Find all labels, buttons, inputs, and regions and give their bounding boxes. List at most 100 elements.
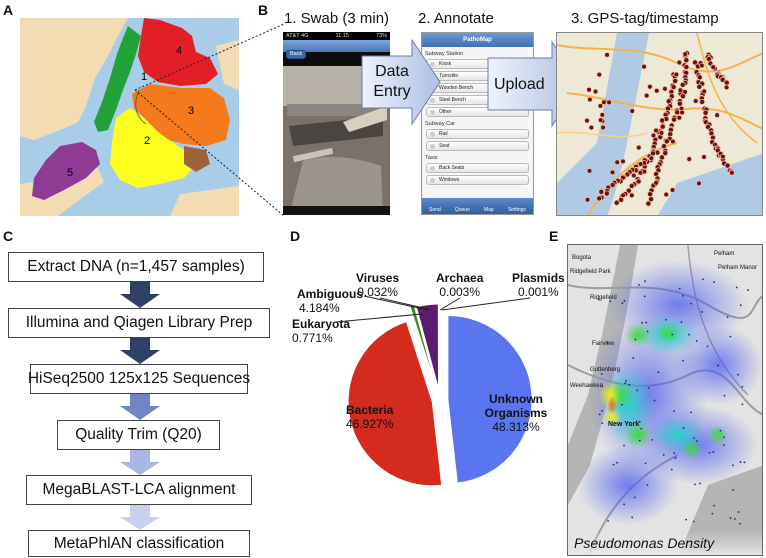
label-unknown-value: 48.313%	[492, 420, 540, 434]
label-bacteria-value: 46.927%	[346, 417, 394, 431]
upload-label: Upload	[494, 76, 545, 93]
place-new-york: New York	[608, 421, 640, 428]
step3-title: 3. GPS-tag/timestamp	[571, 10, 719, 27]
region-bronx	[138, 18, 218, 86]
label-plasmids-value: 0.001%	[518, 285, 559, 299]
label-archaea: Archaea 0.003%	[436, 271, 483, 299]
phone-status-bar: AT&T 4G 11:15 73%	[283, 32, 390, 40]
label-eukaryota-name: Eukaryota	[292, 317, 351, 331]
label-eukaryota-value: 0.771%	[292, 331, 333, 345]
place-weehawken: Weehawken	[570, 383, 603, 389]
density-map: Pelham Pelham Manor Bogota Ridgefield Pa…	[567, 244, 763, 556]
place-guttenberg: Guttenberg	[590, 367, 621, 373]
region-number-4: 4	[176, 45, 182, 57]
label-ambiguous-name: Ambiguous	[297, 287, 363, 301]
data-entry-label: Data Entry	[373, 63, 411, 100]
pipeline-arrow-3	[120, 394, 160, 420]
section-taxis: Taxis	[425, 155, 438, 161]
panel-label-b: B	[258, 2, 269, 18]
density-caption: Pseudomonas Density	[574, 535, 715, 551]
pipeline-step-megablast: MegaBLAST-LCA alignment	[26, 475, 252, 505]
far-rockaway-land	[170, 186, 239, 216]
place-ridgefield: Ridgefield	[590, 295, 617, 301]
tab-queue[interactable]: Queue	[454, 207, 470, 213]
pie-slice-plasmids	[439, 299, 444, 385]
option-seat[interactable]: Seat	[426, 141, 529, 151]
pipeline-step-hiseq: HiSeq2500 125x125 Sequences	[28, 364, 250, 394]
label-archaea-name: Archaea	[436, 271, 484, 285]
pie-slice-bacteria	[347, 321, 443, 487]
place-ridgefield-park: Ridgefield Park	[570, 269, 611, 275]
pipeline-step-quality-trim: Quality Trim (Q20)	[57, 420, 220, 450]
label-plasmids-name: Plasmids	[512, 271, 565, 285]
gps-map	[556, 32, 763, 216]
pipeline-arrow-4	[120, 450, 160, 475]
region-staten-island	[32, 142, 100, 200]
region-queens	[132, 84, 230, 146]
back-button[interactable]: Back	[286, 50, 307, 59]
step2-title: 2. Annotate	[418, 10, 494, 27]
option-rail[interactable]: Rail	[426, 129, 529, 139]
long-island-land	[216, 40, 239, 90]
region-number-5: 5	[67, 167, 73, 179]
region-brooklyn	[110, 108, 194, 188]
pipeline-step-library-prep: Illumina and Qiagen Library Prep	[8, 308, 270, 338]
carrier-text: AT&T 4G	[286, 33, 309, 39]
region-number-3: 3	[188, 105, 194, 117]
pie-chart	[347, 299, 533, 487]
place-pelham-manor: Pelham Manor	[718, 265, 758, 271]
data-entry-arrow	[361, 38, 441, 126]
nj-south-land	[20, 168, 104, 216]
region-number-2: 2	[144, 135, 150, 147]
app-title-bar: PathoMap	[422, 33, 533, 47]
pipeline-arrow-5	[120, 505, 160, 530]
place-fairview: Fairview	[592, 341, 615, 347]
label-bacteria: Bacteria 46.927%	[346, 403, 393, 431]
new-jersey-land	[20, 18, 128, 140]
panel-label-c: C	[3, 228, 14, 244]
label-unknown: Unknown Organisms 48.313%	[476, 392, 556, 434]
label-viruses: Viruses 0.032%	[356, 271, 399, 299]
tab-send[interactable]: Send	[429, 207, 441, 213]
option-windows[interactable]: Windows	[426, 175, 529, 185]
place-bogota: Bogota	[572, 255, 592, 261]
pipeline-step-extract-dna: Extract DNA (n=1,457 samples)	[8, 252, 264, 282]
tab-settings[interactable]: Settings	[507, 207, 526, 213]
phone-nav-bar: Back	[283, 40, 390, 59]
pipeline-arrow-1	[120, 282, 160, 308]
panel-label-e: E	[549, 228, 559, 244]
region-manhattan	[94, 26, 141, 132]
phone-app: PathoMap Subway Station Kiosk Turnstile …	[421, 32, 534, 215]
label-viruses-name: Viruses	[356, 271, 400, 285]
label-ambiguous-value: 4.184%	[299, 301, 340, 315]
jamaica-bay-marsh	[184, 146, 210, 172]
tab-map[interactable]: Map	[483, 207, 494, 213]
label-viruses-value: 0.032%	[357, 285, 398, 299]
pipeline-step-metaphlan: MetaPhlAN classification	[28, 530, 250, 557]
label-ambiguous: Ambiguous 4.184%	[297, 287, 363, 315]
battery-text: 73%	[375, 33, 387, 39]
pie-slice-unknown-organisms	[447, 315, 533, 484]
place-pelham: Pelham	[714, 251, 735, 257]
label-unknown-name: Unknown Organisms	[484, 392, 548, 420]
borough-map-svg: 4 1 3 2 5	[20, 18, 239, 216]
step1-title: 1. Swab (3 min)	[284, 10, 390, 27]
gps-map-svg	[557, 33, 762, 215]
pipeline-arrows	[120, 282, 160, 530]
option-back-seats[interactable]: Back Seats	[426, 163, 529, 173]
label-bacteria-name: Bacteria	[346, 403, 394, 417]
density-map-svg	[568, 245, 762, 555]
panel-label-d: D	[290, 228, 301, 244]
label-archaea-value: 0.003%	[439, 285, 481, 299]
region-number-1: 1	[141, 71, 147, 83]
time-text: 11:15	[335, 33, 349, 39]
option-other[interactable]: Other	[426, 107, 529, 117]
section-subway-station: Subway Station	[425, 51, 464, 57]
label-plasmids: Plasmids 0.001%	[512, 271, 565, 299]
pipeline-arrow-2	[120, 338, 160, 364]
label-eukaryota: Eukaryota 0.771%	[292, 317, 350, 345]
app-tab-bar: Send Queue Map Settings	[422, 198, 533, 214]
panel-label-a: A	[3, 2, 14, 18]
